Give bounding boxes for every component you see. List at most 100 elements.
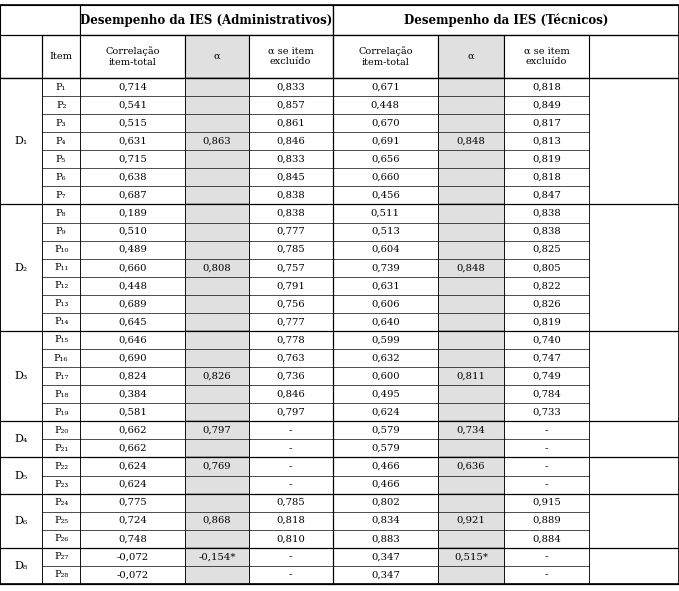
Text: 0,715: 0,715 <box>118 155 147 164</box>
Text: 0,846: 0,846 <box>276 137 305 146</box>
Text: 0,347: 0,347 <box>371 553 400 561</box>
Text: 0,884: 0,884 <box>532 534 561 543</box>
Bar <box>438 96 504 114</box>
Text: -0,072: -0,072 <box>117 553 149 561</box>
Bar <box>0 78 42 204</box>
Bar <box>80 566 185 584</box>
Bar <box>185 313 249 331</box>
Bar <box>504 241 589 259</box>
Bar <box>504 96 589 114</box>
Bar <box>438 277 504 295</box>
Bar <box>80 5 333 35</box>
Bar <box>185 530 249 548</box>
Bar <box>80 78 185 96</box>
Bar <box>333 150 438 168</box>
Bar <box>438 186 504 204</box>
Bar <box>185 259 249 277</box>
Bar <box>42 204 80 223</box>
Bar <box>80 457 185 476</box>
Text: 0,834: 0,834 <box>371 516 400 525</box>
Bar <box>333 476 438 493</box>
Text: 0,662: 0,662 <box>119 444 147 453</box>
Bar <box>185 78 249 204</box>
Bar <box>438 204 504 223</box>
Bar <box>504 313 589 331</box>
Text: P₈: P₈ <box>56 209 67 218</box>
Bar <box>185 204 249 331</box>
Text: 0,785: 0,785 <box>276 245 305 254</box>
Bar <box>504 35 589 78</box>
Bar <box>333 566 438 584</box>
Text: P₂₅: P₂₅ <box>54 516 68 525</box>
Text: P₁₁: P₁₁ <box>54 263 69 272</box>
Bar <box>42 150 80 168</box>
Bar <box>185 204 249 223</box>
Text: D₁: D₁ <box>14 137 28 146</box>
Text: -0,072: -0,072 <box>117 570 149 579</box>
Bar <box>504 349 589 367</box>
Bar <box>249 512 333 530</box>
Text: 0,846: 0,846 <box>276 389 305 399</box>
Bar <box>438 331 504 421</box>
Text: 0,883: 0,883 <box>371 534 400 543</box>
Text: 0,775: 0,775 <box>118 498 147 507</box>
Bar <box>438 566 504 584</box>
Bar <box>249 566 333 584</box>
Text: -: - <box>289 553 292 561</box>
Text: P₁₇: P₁₇ <box>54 372 69 381</box>
Bar <box>333 78 438 96</box>
Bar <box>438 548 504 566</box>
Bar <box>504 295 589 313</box>
Text: 0,624: 0,624 <box>118 462 147 471</box>
Bar <box>333 114 438 132</box>
Bar <box>333 5 679 35</box>
Bar <box>42 186 80 204</box>
Bar <box>42 78 80 96</box>
Text: -: - <box>545 462 548 471</box>
Bar <box>438 259 504 277</box>
Bar <box>438 493 504 548</box>
Text: 0,847: 0,847 <box>532 191 561 200</box>
Bar <box>504 132 589 150</box>
Text: P₂: P₂ <box>56 100 67 109</box>
Bar <box>42 132 80 150</box>
Text: 0,785: 0,785 <box>276 498 305 507</box>
Text: -: - <box>289 426 292 435</box>
Text: 0,822: 0,822 <box>532 281 561 290</box>
Text: 0,660: 0,660 <box>371 173 399 182</box>
Bar <box>185 421 249 439</box>
Bar <box>333 132 438 150</box>
Bar <box>185 35 249 78</box>
Bar <box>42 530 80 548</box>
Bar <box>438 385 504 403</box>
Text: 0,868: 0,868 <box>202 516 232 525</box>
Bar <box>504 530 589 548</box>
Bar <box>42 168 80 186</box>
Text: P₇: P₇ <box>56 191 67 200</box>
Text: 0,733: 0,733 <box>532 408 561 417</box>
Text: 0,656: 0,656 <box>371 155 399 164</box>
Text: 0,778: 0,778 <box>276 336 305 345</box>
Bar <box>249 457 333 476</box>
Text: α: α <box>468 52 474 61</box>
Text: 0,838: 0,838 <box>276 191 305 200</box>
Bar <box>80 96 185 114</box>
Bar <box>438 223 504 241</box>
Text: 0,802: 0,802 <box>371 498 400 507</box>
Text: 0,825: 0,825 <box>532 245 561 254</box>
Text: Correlação
item-total: Correlação item-total <box>105 47 160 67</box>
Bar <box>80 241 185 259</box>
Text: 0,797: 0,797 <box>202 426 232 435</box>
Text: 0,734: 0,734 <box>456 426 485 435</box>
Bar <box>438 548 504 584</box>
Text: 0,757: 0,757 <box>276 263 305 272</box>
Text: 0,826: 0,826 <box>532 300 561 309</box>
Bar <box>185 186 249 204</box>
Text: 0,515*: 0,515* <box>454 553 488 561</box>
Text: 0,740: 0,740 <box>532 336 561 345</box>
Text: 0,189: 0,189 <box>118 209 147 218</box>
Bar <box>42 439 80 457</box>
Text: 0,466: 0,466 <box>371 480 400 489</box>
Bar <box>249 132 333 150</box>
Text: α se item
excluído: α se item excluído <box>268 47 314 66</box>
